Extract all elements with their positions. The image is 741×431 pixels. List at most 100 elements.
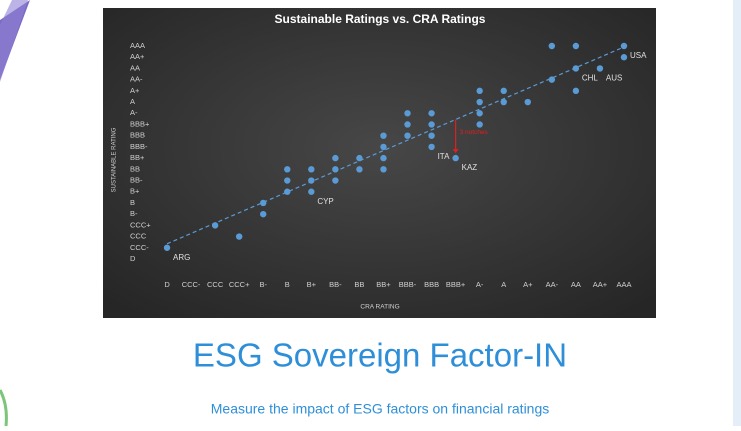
slide-title: ESG Sovereign Factor-IN [193,337,567,374]
point [332,154,339,162]
trend-line [166,46,625,245]
point [284,166,291,173]
y-tick-label: B [130,198,135,207]
point-label: AUS [606,74,622,83]
point [260,199,267,207]
point [308,166,315,173]
annotation-arrowhead [452,149,459,154]
y-tick-label: B- [130,209,138,218]
x-tick-label: CCC [207,280,224,289]
y-tick-label: A+ [130,86,140,95]
x-tick-label: A- [476,280,484,289]
point [500,98,507,106]
x-tick-label: D [164,280,170,289]
x-tick-label: B- [259,280,267,289]
x-tick-label: A+ [523,280,533,289]
point [235,233,243,240]
chart-background [103,8,656,318]
point [356,166,363,173]
point [500,87,507,95]
point [572,65,580,72]
y-tick-label: BBB [130,131,145,140]
point [428,121,435,128]
slide-subtitle: Measure the impact of ESG factors on fin… [211,401,550,417]
y-tick-label: BB+ [130,153,145,162]
y-tick-label: CCC- [130,243,149,252]
y-tick-label: CCC [130,232,147,241]
x-tick-label: B [285,280,290,289]
y-tick-label: A- [130,108,138,117]
x-tick-label: CCC+ [229,280,250,289]
x-tick-label: A [501,280,506,289]
x-tick-label: B+ [307,280,317,289]
point [380,143,387,151]
point [620,42,628,50]
x-axis-title: CRA RATING [360,304,399,311]
point [524,98,531,106]
x-tick-label: BBB- [399,280,417,289]
point [404,121,411,128]
y-tick-label: B+ [130,187,140,196]
point [596,65,604,72]
decor-triangle [0,0,28,82]
point-label: ARG [173,253,190,262]
y-tick-label: AA- [130,75,143,84]
x-tick-label: AA [571,280,581,289]
point-label: ITA [438,152,451,161]
point [476,121,483,128]
point [332,166,339,173]
point [620,54,628,61]
y-tick-label: BB- [130,176,143,185]
point [308,188,315,195]
point [404,110,411,117]
y-tick-label: D [130,254,136,263]
x-tick-label: AA+ [593,280,608,289]
point [428,132,435,139]
y-tick-label: BBB- [130,142,148,151]
y-axis-title: SUSTAINABLE RATING [112,127,118,192]
point [476,98,483,106]
point [284,177,291,184]
x-tick-label: AA- [546,280,559,289]
point [476,110,483,117]
point [572,87,580,95]
annotation-text: 3 notches [460,129,489,136]
point [572,42,580,50]
decor-curve [0,389,8,427]
point-label: KAZ [462,163,478,172]
x-tick-label: BB+ [376,280,391,289]
point [308,177,315,184]
point [476,87,483,95]
point [356,154,363,162]
x-tick-label: AAA [616,280,631,289]
y-tick-label: CCC+ [130,220,151,229]
x-tick-label: CCC- [182,280,201,289]
point [428,110,435,117]
point [380,166,387,173]
point-label: USA [630,51,647,60]
y-tick-label: BB [130,164,140,173]
y-tick-label: AA+ [130,52,145,61]
point-label: CHL [582,74,599,83]
point [380,132,387,139]
chart-title: Sustainable Ratings vs. CRA Ratings [275,12,486,26]
decor-stripe [733,0,741,426]
y-tick-label: AA [130,63,140,72]
y-tick-label: AAA [130,41,145,50]
point [404,132,411,139]
point [163,244,171,251]
point [284,188,291,195]
point [380,154,387,162]
x-tick-label: BBB+ [446,280,466,289]
point [548,76,556,83]
x-tick-label: BB [354,280,364,289]
point [260,210,267,218]
point-label: CYP [317,197,333,206]
y-tick-label: A [130,97,135,106]
y-tick-label: BBB+ [130,119,150,128]
point [548,42,556,50]
x-tick-label: BBB [424,280,439,289]
point [332,177,339,184]
